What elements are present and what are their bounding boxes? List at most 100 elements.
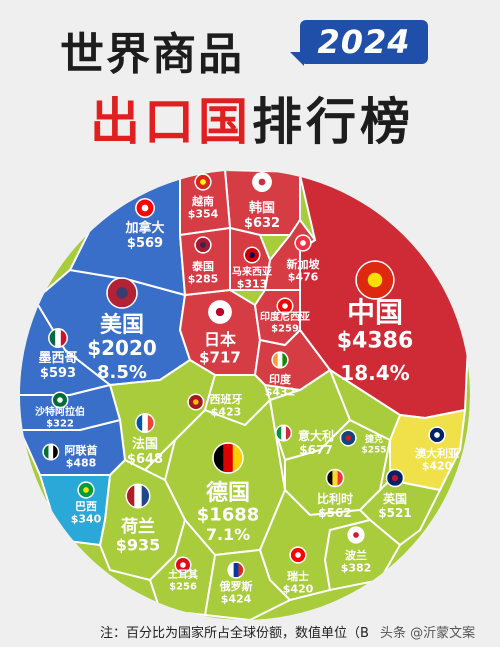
footnote: 注：百分比为国家所占全球份额，数值单位（B — [100, 626, 369, 641]
fr-flag-icon — [135, 413, 155, 433]
cell-th — [178, 226, 231, 297]
label-name-de: 德国 — [206, 480, 250, 506]
label-name-kr: 韩国 — [249, 200, 275, 216]
label-value-it: $677 — [299, 443, 332, 457]
gb-flag-icon — [385, 468, 405, 488]
label-value-ae: $488 — [66, 457, 97, 470]
cell-sa — [20, 383, 122, 431]
tr-flag-icon — [174, 556, 192, 574]
es-flag-icon — [187, 393, 205, 411]
label-name-be: 比利时 — [317, 491, 353, 506]
label-value-nl: $935 — [116, 535, 161, 554]
us-flag-icon — [106, 277, 138, 309]
kr-flag-icon — [252, 172, 272, 192]
label-name-br: 巴西 — [75, 500, 97, 513]
sg-flag-icon — [294, 234, 312, 252]
label-name-in: 印度 — [269, 372, 292, 386]
au-flag-icon — [428, 426, 446, 444]
ch-flag-icon — [289, 546, 307, 564]
sa-flag-icon — [51, 391, 69, 409]
label-share-us: 8.5% — [97, 362, 147, 383]
label-value-cz: $255 — [361, 445, 386, 455]
label-value-tr: $256 — [169, 582, 197, 593]
label-name-jp: 日本 — [204, 330, 236, 349]
label-name-sa: 沙特阿拉伯 — [35, 405, 85, 418]
watermark: 头条 @沂蒙文案 — [380, 626, 476, 641]
label-value-sa: $322 — [46, 419, 74, 430]
label-value-be: $562 — [318, 506, 351, 520]
title-line1: 世界商品 — [60, 29, 244, 80]
id-flag-icon — [276, 297, 294, 315]
label-value-ca: $569 — [127, 236, 163, 251]
cz-flag-icon — [339, 429, 357, 447]
label-name-tr: 土耳其 — [168, 568, 198, 581]
label-value-jp: $717 — [199, 348, 241, 366]
label-value-pl: $382 — [341, 562, 372, 575]
label-value-mx: $593 — [40, 366, 76, 381]
label-name-cz: 捷克 — [365, 433, 383, 445]
title-red-part: 出口国 — [90, 93, 252, 151]
label-name-id: 印度尼西亚 — [260, 310, 310, 323]
label-value-us: $2020 — [87, 336, 157, 360]
label-name-es: 西班牙 — [210, 392, 243, 406]
label-value-th: $285 — [188, 273, 219, 286]
my-flag-icon — [243, 246, 261, 264]
label-name-ae: 阿联酋 — [65, 443, 98, 457]
label-name-ch: 瑞士 — [287, 569, 309, 583]
vn-flag-icon — [194, 173, 212, 191]
label-name-ca: 加拿大 — [124, 220, 164, 236]
br-flag-icon — [77, 481, 95, 499]
ru-flag-icon — [227, 561, 245, 579]
title-dark-part: 排行榜 — [252, 93, 414, 151]
label-value-kr: $632 — [244, 216, 280, 231]
label-name-gb: 英国 — [383, 491, 407, 506]
label-name-us: 美国 — [100, 312, 144, 338]
label-value-fr: $648 — [127, 452, 163, 467]
label-name-au: 澳大利亚 — [415, 446, 459, 460]
jp-flag-icon — [208, 300, 232, 324]
label-value-my: $313 — [237, 278, 268, 291]
label-share-de: 7.1% — [206, 525, 250, 544]
mx-flag-icon — [48, 328, 68, 348]
label-value-id: $259 — [271, 324, 299, 335]
label-share-cn: 18.4% — [340, 361, 409, 385]
label-name-ru: 俄罗斯 — [219, 579, 253, 593]
it-flag-icon — [275, 424, 293, 442]
label-value-cn: $4386 — [337, 328, 414, 353]
in-flag-icon — [271, 351, 289, 369]
label-name-fr: 法国 — [132, 436, 158, 452]
th-flag-icon — [194, 236, 212, 254]
cell-au — [389, 408, 467, 492]
label-name-my: 马来西亚 — [232, 265, 272, 278]
label-value-br: $340 — [71, 513, 102, 526]
label-value-de: $1688 — [197, 505, 260, 526]
ae-flag-icon — [42, 443, 60, 461]
label-name-vn: 越南 — [191, 194, 214, 208]
cell-es — [203, 374, 272, 427]
cell-cz — [327, 367, 402, 442]
label-name-nl: 荷兰 — [121, 516, 155, 537]
label-name-th: 泰国 — [191, 259, 214, 273]
label-value-ru: $424 — [221, 593, 252, 606]
label-value-au: $420 — [422, 460, 453, 473]
label-value-es: $423 — [211, 406, 242, 419]
label-name-it: 意大利 — [298, 428, 334, 443]
cn-flag-icon — [355, 260, 395, 300]
label-value-gb: $521 — [378, 506, 411, 520]
label-name-cn: 中国 — [347, 296, 403, 329]
be-flag-icon — [325, 468, 345, 488]
label-value-ch: $420 — [283, 583, 314, 596]
nl-flag-icon — [125, 483, 151, 509]
label-value-sg: $476 — [288, 271, 319, 284]
label-name-pl: 波兰 — [345, 548, 367, 562]
label-name-sg: 新加坡 — [287, 257, 321, 271]
label-value-in: $432 — [265, 386, 296, 399]
pl-flag-icon — [347, 526, 365, 544]
title-line2: 出口国排行榜 — [90, 82, 414, 154]
de-flag-icon — [212, 442, 244, 474]
label-name-mx: 墨西哥 — [38, 350, 77, 366]
year-badge: 2024 — [300, 20, 428, 64]
label-value-vn: $354 — [188, 208, 219, 221]
ca-flag-icon — [135, 198, 155, 218]
